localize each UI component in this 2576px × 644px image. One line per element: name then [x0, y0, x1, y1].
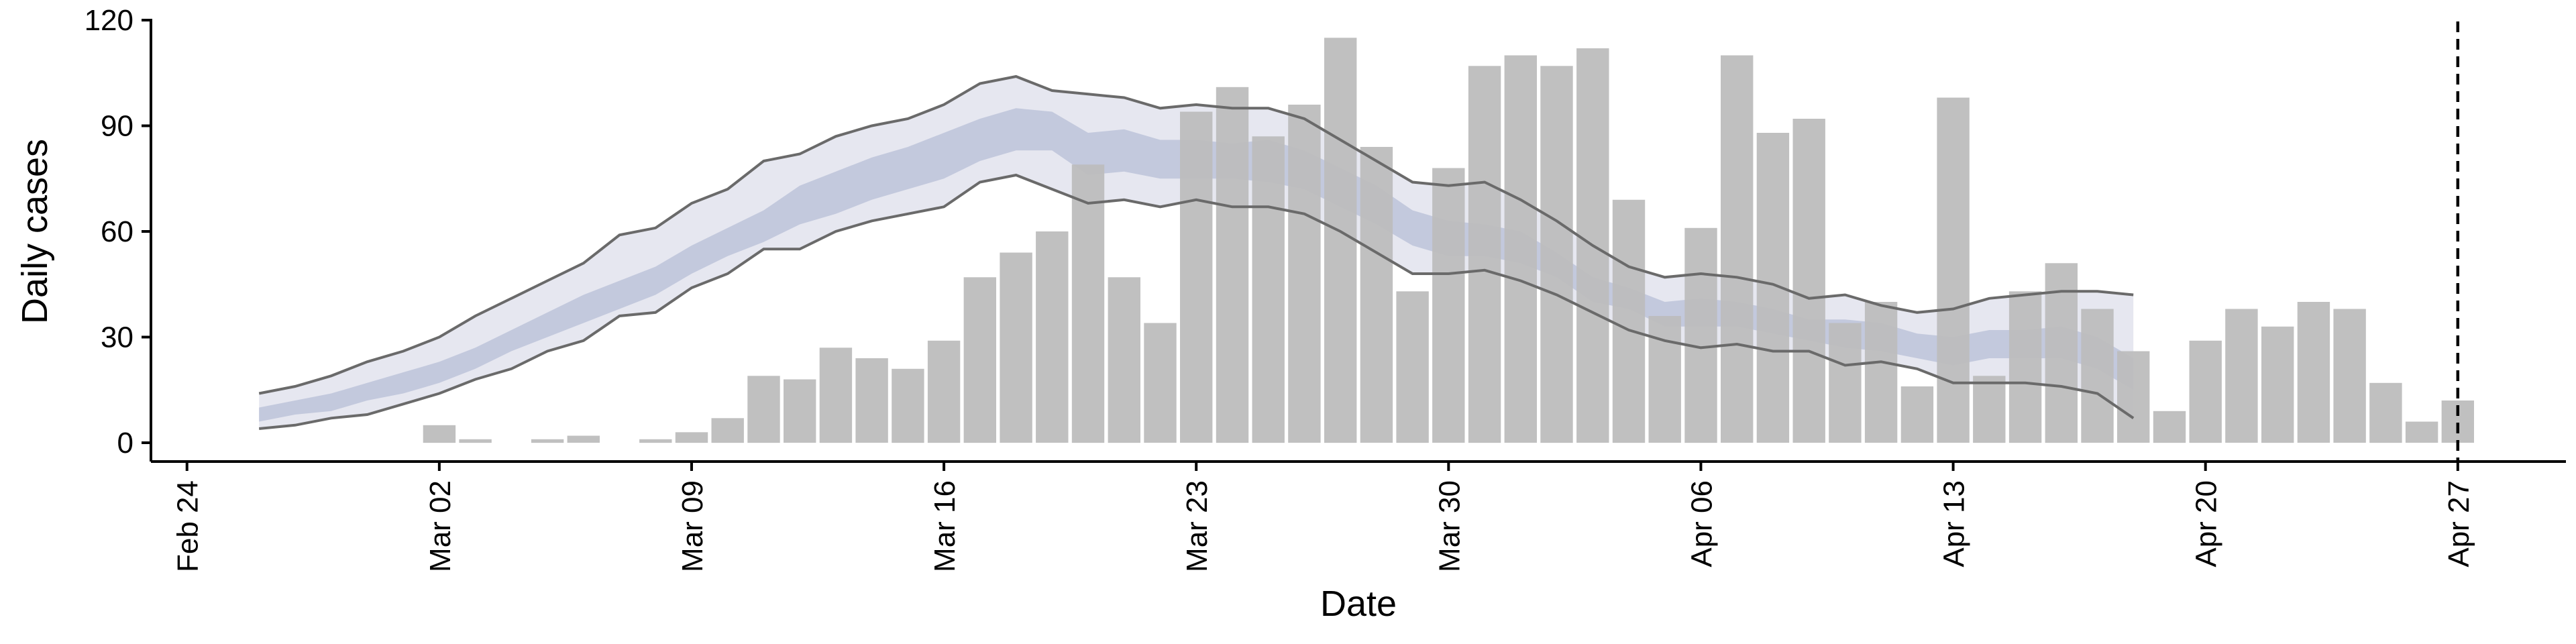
daily-cases-bar — [1792, 119, 1825, 443]
y-axis-title: Daily cases — [15, 139, 55, 324]
outer-band-upper-line — [258, 74, 2134, 395]
daily-cases-bar — [1864, 302, 1898, 443]
daily-cases-bar — [1684, 227, 1717, 443]
daily-cases-bar — [2369, 382, 2402, 443]
daily-cases-bar — [1937, 97, 1970, 443]
daily-cases-bar — [1216, 87, 1249, 443]
daily-cases-bar — [1144, 323, 1177, 443]
x-tick-label: Apr 20 — [2190, 480, 2223, 568]
band-boundary-lines — [258, 74, 2135, 430]
daily-cases-bar — [1612, 199, 1646, 443]
axes: 0 30 60 90 120 Feb 24 Mar 02 Mar 09 Mar 16 Mar 23… — [85, 4, 2566, 572]
x-tick-label: Feb 24 — [172, 480, 205, 572]
y-tick-label: 120 — [85, 4, 133, 37]
daily-cases-bar — [1468, 66, 1501, 443]
daily-cases-bar — [1360, 147, 1393, 443]
daily-cases-bar — [819, 347, 853, 443]
x-tick-label: Mar 09 — [676, 480, 709, 572]
daily-cases-bar — [1180, 111, 1213, 443]
daily-cases-bar — [1721, 55, 1754, 443]
outer-band-lower-line — [259, 173, 2135, 430]
x-tick-label: Mar 30 — [1433, 480, 1466, 572]
daily-cases-bar — [1324, 38, 1357, 443]
x-tick-label: Apr 13 — [1938, 480, 1971, 568]
daily-cases-bar — [2405, 421, 2438, 443]
daily-cases-bar — [1432, 168, 1465, 443]
daily-cases-bar — [2225, 309, 2258, 443]
daily-cases-bar — [1036, 231, 1069, 443]
daily-cases-bar — [2189, 340, 2222, 443]
daily-cases-bar — [1829, 323, 1862, 443]
daily-cases-bar — [1288, 105, 1321, 443]
daily-cases-bar — [1900, 386, 1934, 443]
x-tick-label: Mar 16 — [928, 480, 961, 572]
y-tick-label: 90 — [101, 110, 133, 143]
daily-cases-bar — [855, 358, 888, 443]
daily-cases-bar — [2333, 309, 2366, 443]
daily-cases-bar — [423, 425, 456, 443]
daily-cases-bar — [2081, 309, 2114, 443]
x-tick-label: Apr 06 — [1685, 480, 1718, 568]
daily-cases-bar — [1108, 277, 1140, 443]
daily-cases-bar — [2153, 411, 2186, 443]
x-tick-label: Mar 02 — [424, 480, 457, 572]
daily-cases-bar — [1504, 55, 1537, 443]
y-tick-label: 60 — [101, 215, 133, 248]
daily-cases-bar — [892, 368, 924, 443]
bars-group — [423, 38, 2474, 443]
daily-cases-bar — [675, 432, 708, 443]
daily-cases-bar — [1071, 164, 1105, 443]
daily-cases-bar — [2008, 291, 2042, 443]
daily-cases-bar — [639, 439, 672, 443]
y-tick-label: 30 — [101, 321, 133, 354]
daily-cases-bar — [747, 376, 780, 443]
x-tick-label: Apr 27 — [2443, 480, 2475, 568]
daily-cases-bar — [711, 418, 744, 443]
daily-cases-bar — [2261, 326, 2294, 443]
daily-cases-bar — [1396, 291, 1429, 443]
daily-cases-bar — [2117, 351, 2150, 443]
daily-cases-bar — [1540, 66, 1573, 443]
daily-cases-bar — [1252, 136, 1285, 443]
daily-cases-bar — [1973, 376, 2006, 443]
daily-cases-bar — [2297, 302, 2330, 443]
daily-cases-bar — [531, 439, 564, 443]
y-tick-label: 0 — [117, 427, 133, 460]
x-tick-label: Mar 23 — [1181, 480, 1214, 572]
daily-cases-bar — [567, 435, 600, 443]
daily-cases-bar — [963, 277, 996, 443]
daily-cases-bar — [927, 340, 961, 443]
daily-cases-bar — [459, 439, 492, 443]
daily-cases-bar — [1000, 252, 1032, 443]
x-axis-title: Date — [1320, 584, 1397, 624]
daily-cases-bar — [784, 379, 816, 443]
daily-cases-bar — [1648, 316, 1681, 443]
